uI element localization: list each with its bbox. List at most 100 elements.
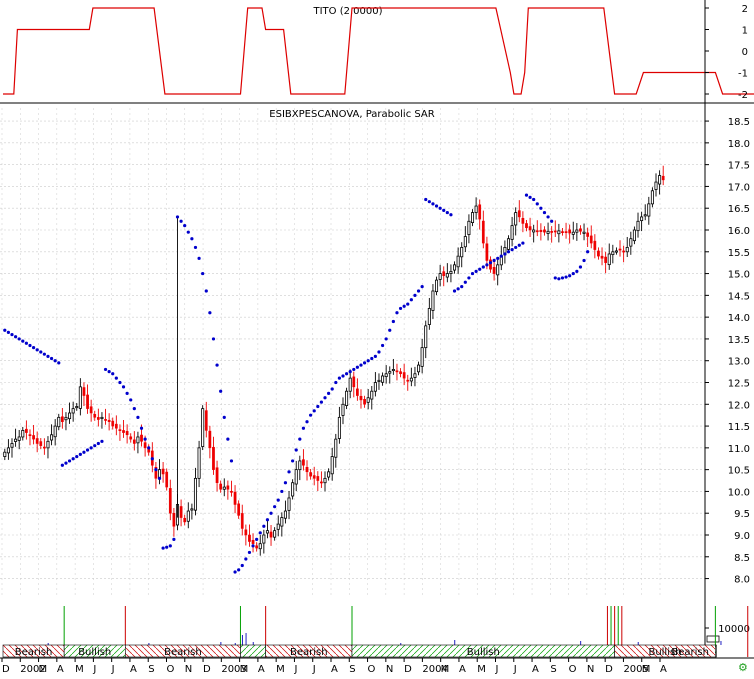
candle-body (43, 446, 46, 449)
x-tick-label: M (240, 664, 249, 675)
candle-body (431, 290, 435, 311)
sar-dot (139, 426, 144, 430)
signal-bands: Bearish Bullish Bearish Bearish Bullish Bulli… (2, 606, 749, 658)
candle-body (287, 497, 291, 511)
candle-body (557, 230, 561, 235)
sar-dot (161, 546, 165, 550)
price-panel: ESIBXPESCANOVA, Parabolic SAR (3, 109, 722, 645)
candle-body (32, 435, 35, 440)
sar-dot (442, 208, 446, 212)
candle-body (262, 534, 266, 544)
candle-body (273, 530, 277, 538)
candle-body (568, 229, 572, 234)
sar-dot (449, 213, 453, 217)
candle-body (212, 446, 215, 470)
candle-body (399, 371, 402, 375)
sar-dot (121, 385, 126, 389)
sar-dot (427, 200, 431, 204)
candle-body (406, 379, 410, 382)
candle-body (471, 212, 475, 223)
indicator-line (3, 7, 754, 95)
sar-dot (57, 361, 61, 365)
candle-body (453, 264, 457, 271)
volume-tick-label: 10000 (718, 624, 750, 635)
sar-dot (319, 400, 324, 404)
candle-body (571, 231, 575, 235)
price-chart-title: ESIBXPESCANOVA, Parabolic SAR (269, 109, 434, 120)
sar-dot (294, 448, 298, 452)
sar-dot (222, 415, 226, 419)
sar-dot (229, 459, 234, 463)
sar-dot (255, 537, 259, 541)
x-tick-label: J (111, 664, 115, 675)
candle-body (71, 408, 75, 414)
candle-body (193, 477, 197, 511)
sar-dot (60, 463, 64, 467)
sar-dot (492, 258, 496, 263)
sar-dot (13, 335, 18, 339)
candle-body (600, 255, 604, 259)
settings-icon[interactable]: ⚙ (738, 661, 748, 674)
candle-body (553, 230, 557, 233)
price-tick-label: 13.0 (728, 357, 750, 368)
candle-body (140, 434, 143, 442)
candle-body (230, 490, 233, 493)
candle-body (222, 486, 226, 490)
sar-dot (67, 459, 72, 463)
sar-dot (42, 352, 46, 356)
sar-dot (193, 245, 198, 250)
candle-body (168, 488, 172, 514)
sar-dot (402, 304, 406, 308)
sar-dot (309, 413, 313, 417)
candle-body (363, 399, 366, 405)
sar-dot (183, 224, 187, 228)
signal-band-label: Bearish (164, 647, 202, 658)
candle-body (647, 203, 651, 217)
candle-body (68, 412, 72, 420)
sar-dot (514, 245, 518, 250)
sar-dot (355, 365, 359, 369)
candle-body (283, 510, 287, 519)
candle-body (298, 460, 302, 471)
sar-dot (211, 337, 216, 341)
candle-body (622, 250, 625, 253)
candle-body (226, 485, 230, 490)
price-tick-label: 13.5 (728, 335, 750, 346)
sar-dot (136, 415, 140, 419)
sar-dot (157, 476, 162, 480)
candle-body (352, 376, 356, 388)
sar-dot (111, 372, 115, 376)
candle-body (302, 459, 305, 466)
candle-body (132, 439, 136, 444)
sar-dot (528, 195, 532, 199)
candle-body (625, 247, 629, 253)
sar-dot (215, 363, 219, 367)
price-tick-label: 15.5 (728, 248, 750, 259)
candle-body (478, 204, 482, 220)
x-tick-label: A (57, 664, 64, 675)
candle-body (539, 229, 543, 232)
indicator-tick-label: 2 (742, 4, 748, 15)
candle-body (309, 472, 312, 477)
sar-dot (21, 339, 25, 343)
sar-dot (201, 271, 205, 276)
sar-dot (524, 193, 529, 197)
candle-body (204, 410, 208, 431)
candle-body (460, 247, 464, 258)
candle-body (481, 220, 485, 244)
sar-dot (535, 202, 539, 206)
sar-dot (373, 354, 377, 358)
candle-body (143, 442, 147, 449)
sar-dot (93, 444, 97, 448)
sar-dot (280, 489, 284, 494)
candle-body (114, 423, 118, 429)
candle-body (237, 503, 241, 516)
candle-body (420, 347, 424, 367)
sar-dot (298, 437, 302, 441)
candle-body (636, 220, 640, 232)
sar-dot (49, 356, 54, 361)
sar-dot (586, 250, 590, 254)
price-tick-label: 10.0 (728, 487, 750, 498)
candle-body (543, 229, 546, 233)
candle-body (474, 205, 478, 213)
